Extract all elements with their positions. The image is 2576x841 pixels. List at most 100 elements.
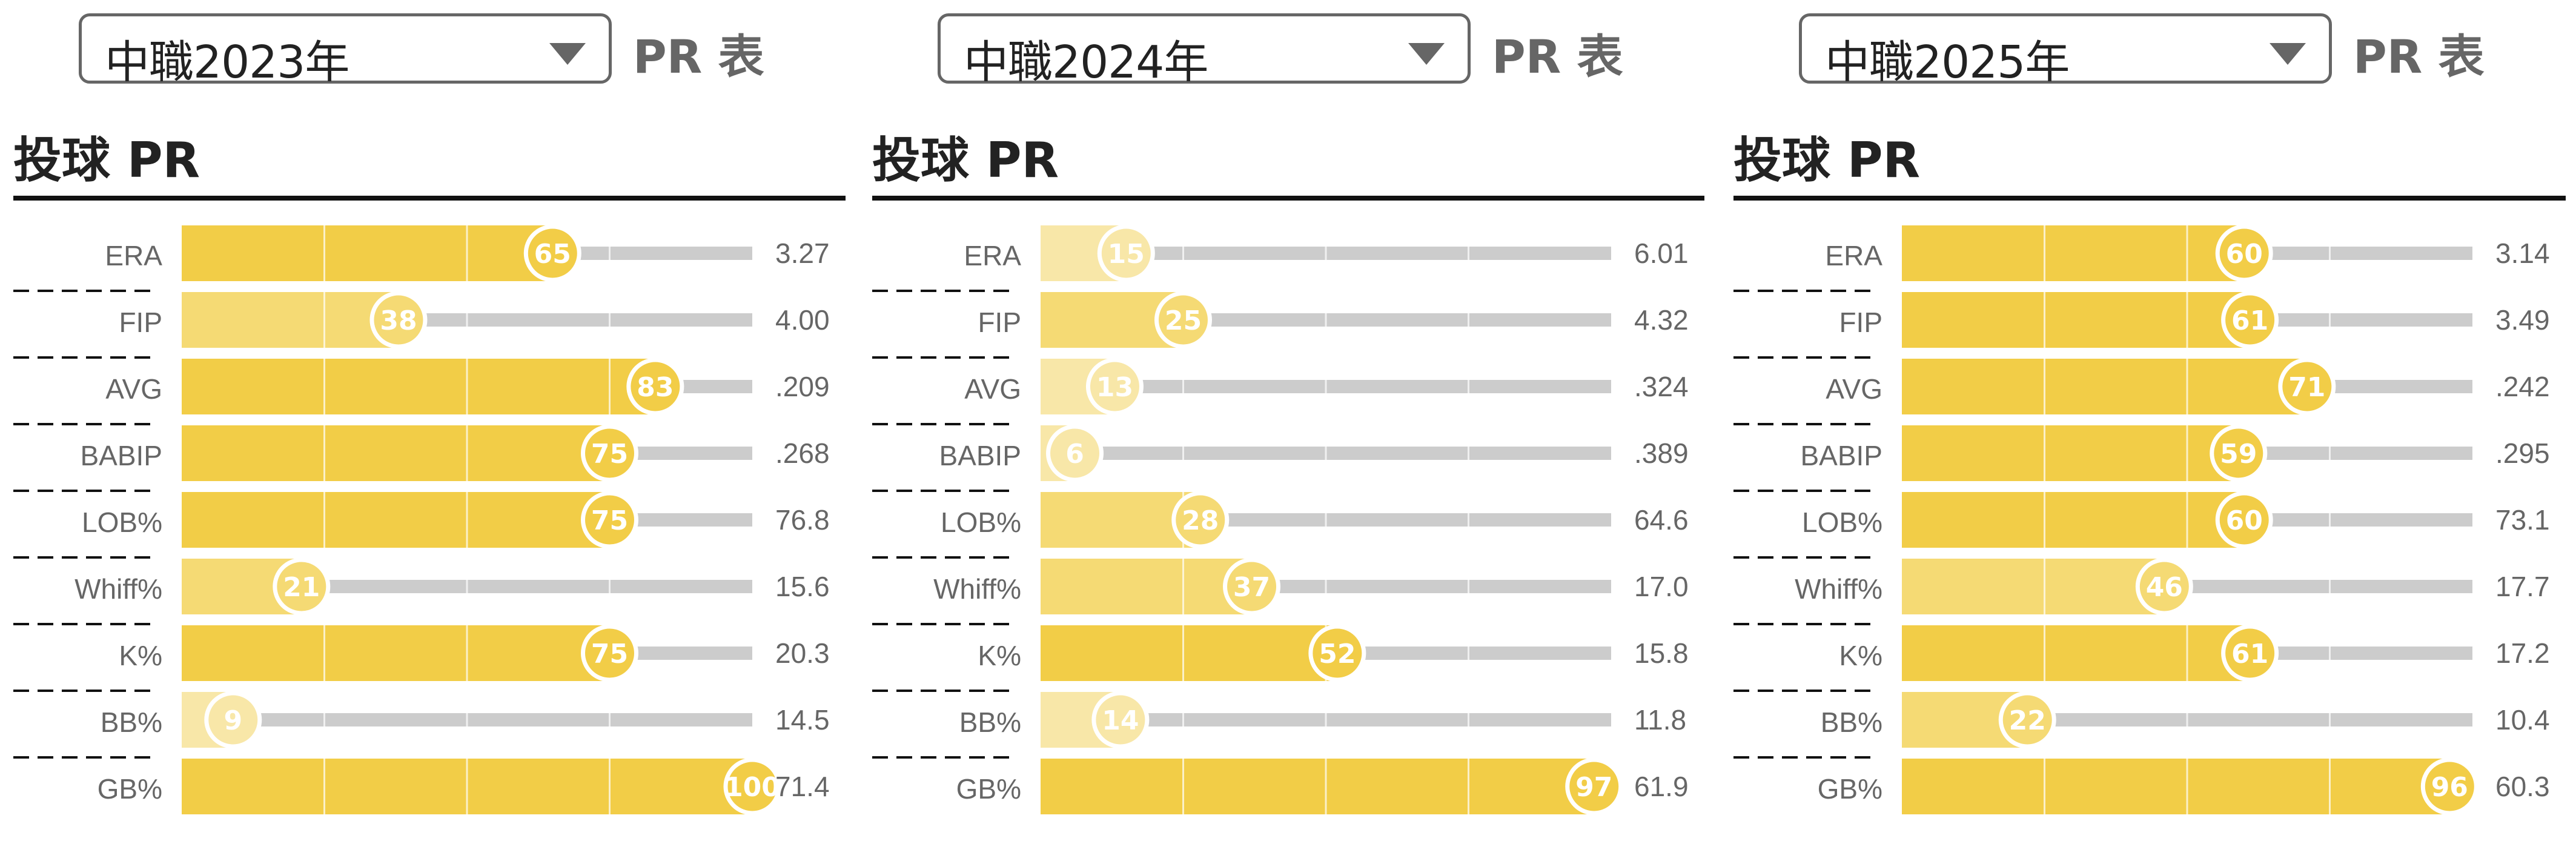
pr-bar-chart: ERA 60 3.14 FIP 61 3.49 AVG 71 .242 BABIP 59 .295 LO… [1733, 224, 2550, 816]
chart-row: AVG 13 .324 [872, 357, 1689, 425]
category-label: K% [978, 640, 1021, 671]
pr-value-label: 22 [2009, 705, 2046, 736]
pr-value-label: 65 [534, 239, 571, 270]
chart-row: AVG 71 .242 [1733, 357, 2550, 425]
stat-value-label: 20.3 [775, 637, 830, 669]
chart-row: LOB% 75 76.8 [13, 491, 830, 559]
pr-value-marker [204, 691, 262, 749]
pr-value-label: 6 [1065, 439, 1084, 470]
pr-value-label: 97 [1575, 772, 1612, 803]
bar-track [609, 647, 752, 660]
pr-value-label: 96 [2431, 772, 2468, 803]
stat-value-label: 64.6 [1634, 504, 1689, 536]
pr-bar [1041, 625, 1337, 681]
pr-value-marker [2221, 624, 2279, 682]
stat-value-label: 73.1 [2495, 504, 2550, 536]
chart-row: BABIP 75 .268 [13, 424, 830, 492]
stat-value-label: 6.01 [1634, 238, 1689, 269]
pr-value-marker [1085, 357, 1144, 416]
category-label: FIP [1839, 307, 1882, 338]
pr-value-label: 71 [2288, 372, 2325, 403]
category-label: K% [119, 640, 162, 671]
pr-value-label: 60 [2226, 239, 2263, 270]
section-title: 投球 PR [872, 132, 1059, 188]
chart-row: BABIP 6 .389 [872, 424, 1689, 492]
pr-bar [182, 425, 610, 481]
pr-value-label: 59 [2220, 439, 2257, 470]
category-label: BABIP [1800, 440, 1882, 471]
season-select[interactable]: 中職2024年 [938, 13, 1471, 88]
stat-value-label: .242 [2495, 371, 2550, 402]
category-label: FIP [119, 307, 162, 338]
pr-value-marker [2221, 291, 2279, 349]
pr-bar [182, 225, 553, 281]
section-divider [872, 196, 1704, 201]
pr-value-label: 83 [637, 372, 674, 403]
stat-value-label: 61.9 [1634, 771, 1689, 802]
stat-value-label: 15.8 [1634, 637, 1689, 669]
pr-bar [1902, 559, 2165, 614]
section-divider [13, 196, 846, 201]
chart-row: BB% 14 11.8 [872, 691, 1686, 759]
pr-bar [1902, 292, 2250, 348]
pr-value-label: 100 [724, 772, 780, 803]
pitching-pr-panel-2: 中職2024年 PR 表 投球 PR ERA 15 6.01 FIP 25 4.32 AVG… [859, 0, 1704, 841]
stat-value-label: .295 [2495, 437, 2550, 469]
chart-row: FIP 38 4.00 [13, 291, 830, 359]
stat-value-label: 4.00 [775, 304, 830, 336]
category-label: LOB% [1802, 507, 1882, 538]
chart-row: BB% 22 10.4 [1733, 691, 2550, 759]
pr-value-marker [581, 624, 638, 682]
bar-track [301, 580, 752, 593]
pr-value-marker [626, 357, 684, 416]
stat-value-label: 76.8 [775, 504, 830, 536]
chart-row: Whiff% 37 17.0 [872, 557, 1689, 625]
pr-bar [1902, 359, 2307, 414]
chart-row: AVG 83 .209 [13, 357, 830, 425]
pr-value-marker [1223, 557, 1281, 616]
pr-value-marker [1998, 691, 2056, 749]
bar-track [1074, 447, 1611, 460]
category-label: BB% [959, 706, 1021, 738]
pr-value-label: 38 [380, 305, 417, 336]
bar-track [398, 313, 752, 327]
chart-row: GB% 97 61.9 [956, 757, 1689, 816]
pr-bar [1902, 425, 2239, 481]
pr-bar-chart: ERA 15 6.01 FIP 25 4.32 AVG 13 .324 BABIP 6 .389 LOB… [872, 224, 1689, 816]
season-select[interactable]: 中職2025年 [1799, 13, 2332, 88]
chart-row: ERA 15 6.01 [872, 224, 1689, 292]
pr-value-label: 21 [283, 572, 320, 603]
pr-value-marker [2210, 424, 2268, 482]
bar-track [2244, 247, 2472, 260]
category-label: BABIP [80, 440, 162, 471]
pr-value-marker [581, 491, 638, 549]
pr-value-marker [1171, 491, 1230, 549]
pr-value-marker [1097, 224, 1155, 282]
category-label: AVG [105, 373, 162, 405]
bar-track [609, 447, 752, 460]
category-label: FIP [978, 307, 1021, 338]
stat-value-label: 71.4 [775, 771, 830, 802]
pitching-pr-panel-3: 中職2025年 PR 表 投球 PR ERA 60 3.14 FIP 61 3.49 AVG… [1720, 0, 2566, 841]
chart-row: BB% 9 14.5 [13, 691, 830, 759]
pr-table-label: PR 表 [2353, 30, 2485, 84]
stat-value-label: 60.3 [2495, 771, 2550, 802]
bar-track [1120, 713, 1611, 726]
season-select[interactable]: 中職2023年 [79, 13, 612, 88]
stat-value-label: 17.2 [2495, 637, 2550, 669]
pr-table-label: PR 表 [633, 30, 764, 84]
category-label: GB% [98, 773, 162, 805]
chart-row: BABIP 59 .295 [1733, 424, 2550, 492]
pr-bar [1902, 759, 2450, 814]
bar-track [1183, 313, 1611, 327]
stat-value-label: 10.4 [2495, 704, 2550, 736]
pr-bar [1041, 559, 1252, 614]
bar-track [1251, 580, 1611, 593]
stat-value-label: .209 [775, 371, 830, 402]
chart-row: ERA 65 3.27 [13, 224, 830, 292]
pr-value-marker [2215, 224, 2273, 282]
pr-bar [1902, 492, 2245, 548]
stat-value-label: 3.14 [2495, 238, 2550, 269]
stat-value-label: .389 [1634, 437, 1689, 469]
pr-value-label: 46 [2146, 572, 2183, 603]
